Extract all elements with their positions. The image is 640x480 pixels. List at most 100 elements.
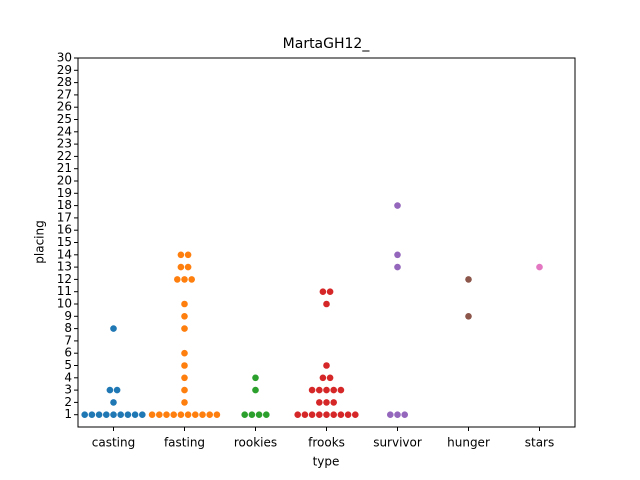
point xyxy=(394,202,401,209)
point xyxy=(319,288,327,296)
point xyxy=(316,399,323,406)
point xyxy=(316,386,323,394)
point xyxy=(139,411,146,419)
point xyxy=(181,276,188,283)
point xyxy=(241,411,248,419)
point xyxy=(252,374,259,382)
point xyxy=(536,263,543,271)
point xyxy=(394,411,401,419)
point xyxy=(181,362,188,369)
point xyxy=(113,386,121,394)
point xyxy=(323,300,330,308)
point xyxy=(188,276,195,283)
y-tick-label: 15 xyxy=(57,235,72,249)
point xyxy=(394,251,401,259)
y-tick-label: 18 xyxy=(57,198,72,212)
y-tick-label: 8 xyxy=(64,321,72,335)
point xyxy=(163,411,170,419)
y-axis-label: placing xyxy=(33,220,47,263)
point xyxy=(199,411,206,419)
y-tick-label: 3 xyxy=(64,383,72,397)
point xyxy=(177,411,185,419)
point xyxy=(401,411,409,419)
point xyxy=(213,411,221,419)
y-tick-label: 12 xyxy=(57,272,72,286)
x-tick-label: hunger xyxy=(447,436,490,450)
point xyxy=(326,288,334,296)
y-tick-label: 23 xyxy=(57,137,72,151)
x-tick-label: rookies xyxy=(234,436,277,450)
point xyxy=(106,386,114,394)
point xyxy=(323,411,330,419)
y-tick-label: 1 xyxy=(64,407,72,421)
y-tick-label: 22 xyxy=(57,149,72,163)
point xyxy=(131,411,139,419)
y-tick-label: 26 xyxy=(57,100,72,114)
point xyxy=(319,374,327,382)
y-tick-label: 14 xyxy=(57,247,72,261)
point xyxy=(181,313,188,320)
point xyxy=(181,349,188,357)
point xyxy=(170,411,177,419)
point xyxy=(344,411,352,419)
y-tick-label: 20 xyxy=(57,174,72,188)
point xyxy=(308,411,316,419)
point xyxy=(177,263,185,271)
point xyxy=(184,263,192,271)
point xyxy=(248,411,256,419)
point xyxy=(117,411,124,419)
y-tick-label: 10 xyxy=(57,297,72,311)
point xyxy=(174,276,181,283)
y-tick-label: 9 xyxy=(64,309,72,323)
point xyxy=(255,411,263,419)
point xyxy=(110,399,117,406)
y-tick-label: 29 xyxy=(57,63,72,77)
point xyxy=(181,386,188,394)
point xyxy=(177,251,185,259)
point xyxy=(323,399,330,406)
point xyxy=(301,411,309,419)
y-tick-label: 11 xyxy=(57,284,72,298)
point xyxy=(184,411,192,419)
y-tick-label: 7 xyxy=(64,333,72,347)
point xyxy=(110,411,117,419)
point xyxy=(181,325,188,332)
point xyxy=(316,411,323,419)
x-tick-label: survivor xyxy=(373,436,422,450)
point xyxy=(394,263,401,271)
x-tick-label: casting xyxy=(92,436,135,450)
point xyxy=(337,411,345,419)
y-tick-label: 5 xyxy=(64,358,72,372)
y-tick-label: 6 xyxy=(64,346,72,360)
point xyxy=(192,411,199,419)
plot-frame xyxy=(77,57,576,428)
point xyxy=(294,411,302,419)
point xyxy=(326,374,334,382)
x-tick-label: frooks xyxy=(308,436,345,450)
point xyxy=(124,411,132,419)
point xyxy=(323,386,330,394)
y-tick-label: 13 xyxy=(57,260,72,274)
y-tick-label: 27 xyxy=(57,87,72,101)
point xyxy=(81,411,88,419)
y-tick-label: 4 xyxy=(64,370,72,384)
point xyxy=(252,386,259,394)
point xyxy=(330,399,338,406)
point xyxy=(387,411,394,419)
point xyxy=(181,300,188,308)
x-tick-label: fasting xyxy=(164,436,205,450)
point xyxy=(323,362,330,369)
point xyxy=(330,411,338,419)
y-tick-label: 2 xyxy=(64,395,72,409)
point xyxy=(337,386,345,394)
point xyxy=(156,411,163,419)
point xyxy=(181,374,188,382)
point xyxy=(103,411,110,419)
point xyxy=(184,251,192,259)
y-tick-label: 16 xyxy=(57,223,72,237)
point xyxy=(465,313,472,320)
y-tick-label: 19 xyxy=(57,186,72,200)
point xyxy=(88,411,96,419)
point xyxy=(330,386,338,394)
